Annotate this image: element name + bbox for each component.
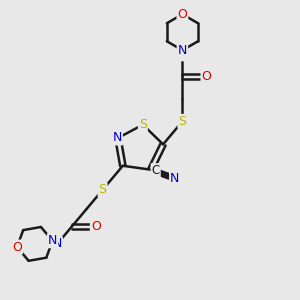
Text: S: S: [99, 183, 106, 196]
Text: N: N: [48, 234, 57, 247]
Text: N: N: [178, 44, 187, 57]
Text: N: N: [170, 172, 179, 185]
Text: N: N: [52, 237, 62, 250]
Text: N: N: [112, 131, 122, 145]
Text: C: C: [152, 164, 160, 177]
Text: O: O: [178, 8, 188, 21]
Text: S: S: [178, 115, 186, 128]
Text: N: N: [178, 47, 187, 60]
Text: O: O: [202, 70, 212, 83]
Text: S: S: [139, 118, 147, 131]
Text: O: O: [12, 241, 22, 254]
Text: O: O: [91, 220, 101, 233]
